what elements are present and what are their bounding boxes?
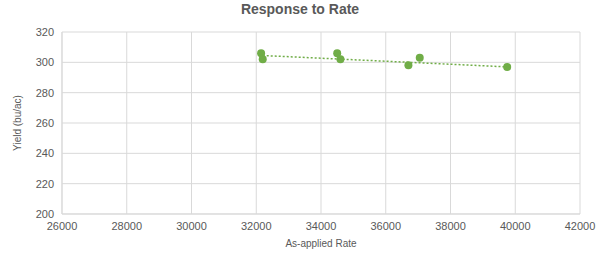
- svg-text:28000: 28000: [111, 220, 142, 232]
- svg-text:220: 220: [36, 178, 54, 190]
- svg-text:280: 280: [36, 87, 54, 99]
- svg-text:26000: 26000: [47, 220, 78, 232]
- svg-text:As-applied Rate: As-applied Rate: [285, 238, 357, 249]
- svg-text:36000: 36000: [370, 220, 401, 232]
- svg-text:200: 200: [36, 208, 54, 220]
- html-text:Response to Rate: Response to Rate: [240, 1, 360, 17]
- svg-text:30000: 30000: [176, 220, 207, 232]
- svg-text:Yield (bu/ac): Yield (bu/ac): [12, 95, 23, 151]
- svg-text:32000: 32000: [241, 220, 272, 232]
- svg-text:240: 240: [36, 147, 54, 159]
- svg-text:42000: 42000: [565, 220, 592, 232]
- svg-text:38000: 38000: [435, 220, 466, 232]
- svg-text:260: 260: [36, 117, 54, 129]
- svg-text:34000: 34000: [306, 220, 337, 232]
- svg-text:40000: 40000: [500, 220, 531, 232]
- svg-text:320: 320: [36, 26, 54, 38]
- svg-text:300: 300: [36, 56, 54, 68]
